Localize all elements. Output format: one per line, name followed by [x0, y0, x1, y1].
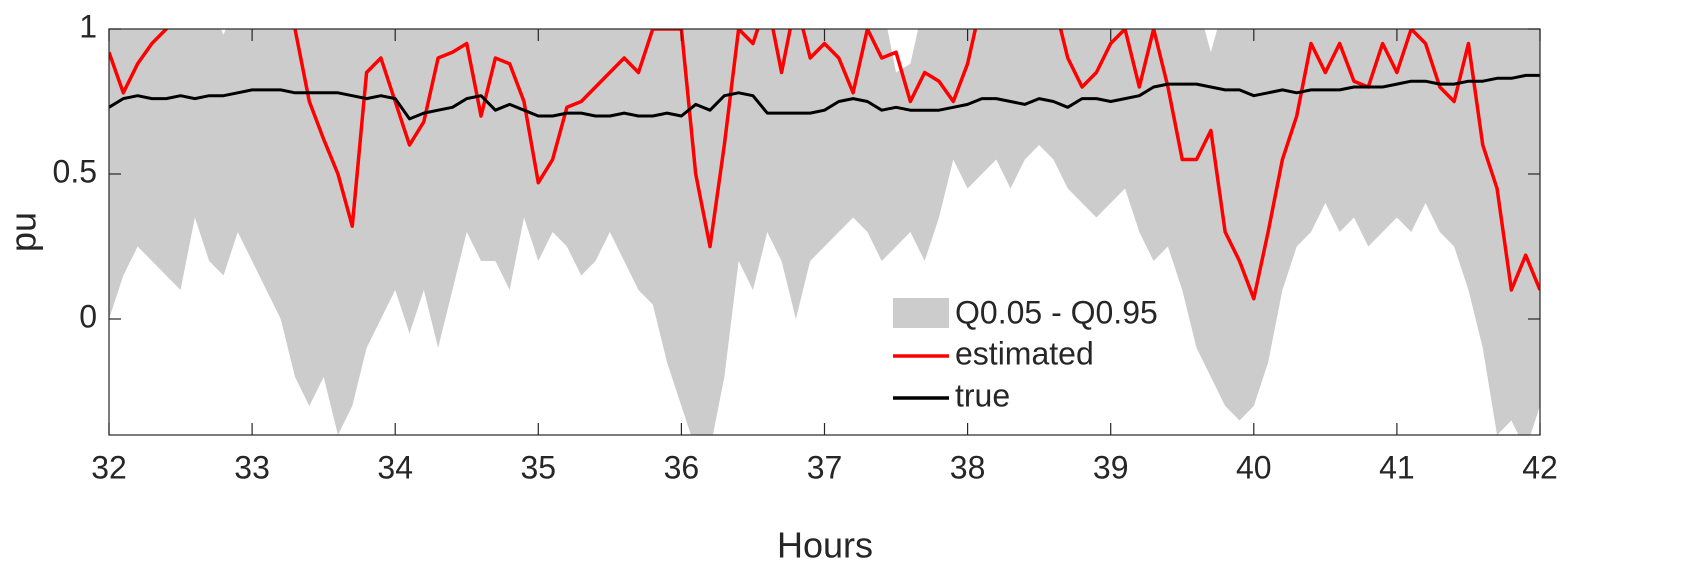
x-tick-label: 33 — [234, 449, 270, 485]
legend-swatch — [893, 298, 949, 328]
x-tick-label: 41 — [1379, 449, 1415, 485]
y-tick-label: 1 — [79, 8, 97, 44]
x-tick-label: 35 — [521, 449, 557, 485]
x-tick-label: 40 — [1236, 449, 1272, 485]
plot-area — [109, 29, 1540, 435]
quantile-band — [109, 29, 1540, 435]
legend: Q0.05 - Q0.95 estimated true — [893, 294, 1158, 413]
x-tick-label: 39 — [1093, 449, 1129, 485]
y-axis-label: pu — [3, 212, 44, 252]
x-tick-label: 38 — [950, 449, 986, 485]
x-tick-label: 42 — [1522, 449, 1558, 485]
series-line — [109, 73, 1540, 121]
x-tick-label: 37 — [807, 449, 843, 485]
legend-label: Q0.05 - Q0.95 — [955, 294, 1158, 330]
legend-label: estimated — [955, 335, 1094, 371]
x-axis-label: Hours — [777, 525, 873, 566]
y-tick-label: 0.5 — [53, 153, 97, 189]
x-tick-label: 32 — [91, 449, 127, 485]
legend-label: true — [955, 377, 1010, 413]
axes: 32 33 34 35 36 37 38 39 40 41 42 0 0.5 1 — [53, 8, 1558, 485]
x-tick-label: 36 — [664, 449, 700, 485]
y-tick-label: 0 — [79, 298, 97, 334]
x-tick-label: 34 — [377, 449, 413, 485]
